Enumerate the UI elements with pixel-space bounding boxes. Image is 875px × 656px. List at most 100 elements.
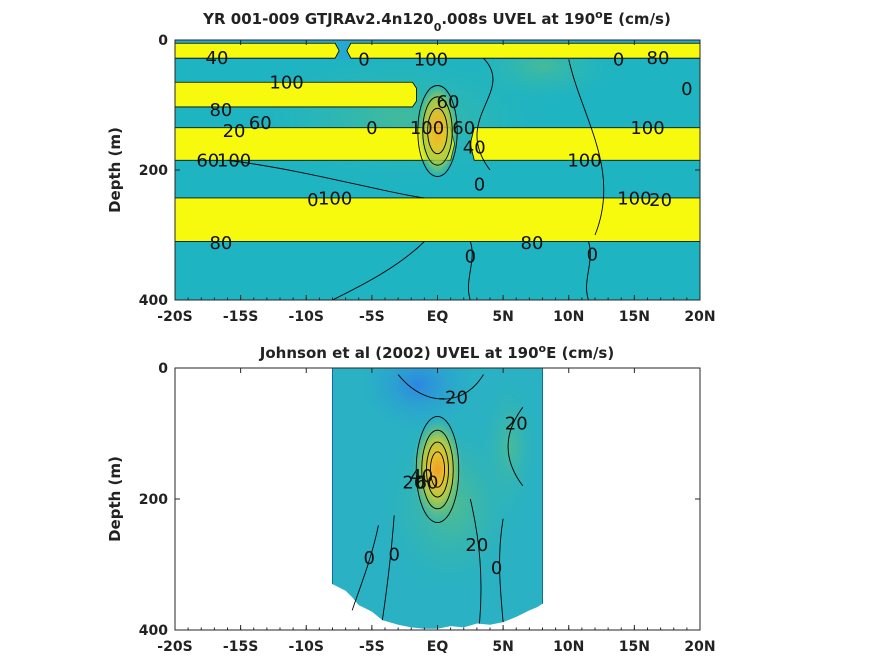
contour-label: 0 [364, 548, 375, 569]
contour-label: 0 [474, 174, 485, 195]
contour-line [351, 525, 379, 611]
chart-title: YR 001-009 GTJRAv2.4n1200.008s UVEL at 1… [202, 8, 671, 34]
contour-line [422, 96, 453, 166]
y-tick-label: 400 [139, 623, 168, 639]
contour-line [415, 416, 460, 524]
contour-label: 40 [410, 466, 433, 487]
contour-line [417, 85, 458, 177]
x-tick-label: -5S [359, 639, 385, 655]
contour-line [476, 57, 494, 171]
contour-label: 80 [209, 100, 232, 121]
contour-line [381, 515, 395, 621]
x-tick-label: -5S [359, 309, 385, 325]
contour-label: 0 [613, 50, 624, 71]
contour-label: 20 [402, 473, 425, 494]
contour-line [467, 241, 473, 300]
undercurrent-core [417, 85, 458, 177]
contour-line [427, 107, 448, 155]
x-axis: -20S -15S -10S -5S EQ 5N 10N 15N 20N [157, 368, 716, 655]
contour-label: 100 [410, 118, 444, 139]
contour-label: 0 [681, 79, 692, 100]
contour-line [499, 518, 504, 623]
field-shading [476, 368, 543, 526]
contour-label: 80 [647, 48, 670, 69]
contour-label: 40 [206, 48, 229, 69]
x-tick-label: EQ [427, 639, 449, 655]
y-tick-label: 0 [158, 361, 168, 377]
contour-line [426, 441, 449, 498]
contour-band [469, 127, 700, 161]
contour-band [175, 81, 417, 108]
x-tick-label: 5N [492, 639, 513, 655]
contour-label: -20 [439, 387, 468, 408]
contour-band [175, 197, 700, 242]
contour-label: 100 [617, 189, 651, 210]
x-tick-label: -20S [157, 309, 192, 325]
contour-label: 0 [388, 545, 399, 566]
contour-label: 0 [366, 118, 377, 139]
contour-label: 20 [223, 121, 246, 142]
contour-line [332, 241, 425, 300]
x-tick-label: 10N [553, 639, 584, 655]
contour-line [421, 429, 454, 510]
contour-line [469, 498, 482, 624]
y-axis-label: Depth (m) [106, 456, 124, 542]
contour-label: 100 [318, 189, 352, 210]
contour-label: 60 [249, 113, 272, 134]
chart-title: Johnson et al (2002) UVEL at 190oE (cm/s… [259, 342, 614, 363]
contour-label: 0 [465, 246, 476, 267]
surface-westward-flow [361, 368, 474, 431]
panel-top: YR 001-009 GTJRAv2.4n1200.008s UVEL at 1… [106, 8, 716, 326]
contour-line [568, 59, 605, 236]
x-tick-label: 20N [684, 309, 715, 325]
contour-label: 40 [463, 137, 486, 158]
contour-label: 20 [465, 535, 488, 556]
x-axis: -20S -15S -10S -5S EQ 5N 10N 15N 20N [157, 40, 716, 325]
contour-label: 60 [452, 118, 475, 139]
contour-label: 0 [307, 190, 318, 211]
contour-label: 20 [505, 414, 528, 435]
field-shading [462, 40, 623, 106]
contour-label: 80 [521, 233, 544, 254]
contour-label: 0 [587, 245, 598, 266]
contour-label: 100 [217, 150, 251, 171]
contour-label: 0 [358, 50, 369, 71]
contour-label: 100 [567, 150, 601, 171]
x-tick-label: EQ [427, 309, 449, 325]
contour-label: 100 [269, 72, 303, 93]
y-axis-label: Depth (m) [106, 127, 124, 213]
contour-label: 60 [196, 150, 219, 171]
contour-band [346, 42, 700, 59]
x-tick-label: -15S [223, 639, 258, 655]
x-tick-label: -15S [223, 309, 258, 325]
contour-label: 100 [414, 50, 448, 71]
y-tick-label: 200 [139, 492, 168, 508]
x-tick-label: 15N [619, 309, 650, 325]
contour-line [586, 241, 591, 300]
contour-label: 0 [491, 558, 502, 579]
contour-line [397, 374, 484, 400]
contour-line [507, 407, 524, 487]
undercurrent-core [412, 418, 463, 521]
x-tick-label: -10S [289, 639, 324, 655]
contour-label: 100 [630, 118, 664, 139]
x-tick-label: 15N [619, 639, 650, 655]
x-tick-label: -20S [157, 639, 192, 655]
x-tick-label: 10N [553, 309, 584, 325]
x-tick-label: 20N [684, 639, 715, 655]
y-tick-label: 0 [158, 33, 168, 49]
x-tick-label: 5N [492, 309, 513, 325]
y-tick-label: 200 [139, 163, 168, 179]
panel-bottom: Johnson et al (2002) UVEL at 190oE (cm/s… [106, 342, 716, 656]
contour-label: 60 [416, 473, 439, 494]
x-tick-label: -10S [289, 309, 324, 325]
contour-line [429, 451, 446, 488]
contour-band [175, 42, 340, 59]
contour-label: 60 [437, 92, 460, 113]
contour-line [227, 159, 425, 199]
